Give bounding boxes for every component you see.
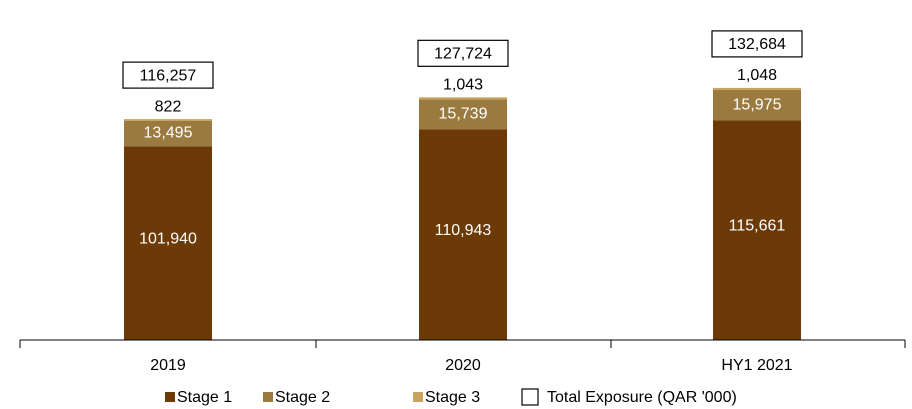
- bar-stage-1-2020: [419, 129, 507, 340]
- bar-stage-3-2020: [419, 97, 507, 100]
- total-label-2020: 127,724: [434, 46, 492, 63]
- x-axis: 2019 2020 HY1 2021: [19, 339, 906, 374]
- total-label-hy1-2021: 132,684: [728, 36, 786, 53]
- data-label-stage-2-hy1-2021: 15,975: [733, 96, 782, 113]
- data-label-stage-1-2019: 101,940: [139, 230, 197, 247]
- legend-swatch-stage-2: [263, 392, 273, 402]
- bar-stage-3-hy1-2021: [713, 87, 801, 90]
- data-label-stage-2-2020: 15,739: [439, 105, 488, 122]
- data-label-stage-2-2019: 13,495: [144, 125, 193, 142]
- bar-stage-2-2019: [124, 120, 212, 147]
- data-label-stage-3-hy1-2021: 1,048: [737, 67, 777, 84]
- bar-stage-3-2019: [124, 119, 212, 121]
- bar-stage-1-2019: [124, 146, 212, 340]
- legend-label-stage-2: Stage 2: [275, 389, 330, 406]
- data-label-stage-1-hy1-2021: 115,661: [729, 217, 786, 234]
- bar-stage-2-2020: [419, 99, 507, 130]
- bar-stage-2-hy1-2021: [713, 89, 801, 121]
- total-box-hy1-2021: [711, 30, 803, 58]
- legend-label-stage-1: Stage 1: [177, 389, 232, 406]
- plot-area: 101,940 13,495 822 116,257 110,943 15,739 1,04…: [122, 30, 803, 340]
- legend: Stage 1 Stage 2 Stage 3 Total Exposure (QAR…: [165, 388, 737, 406]
- x-tick-label-hy1-2021: HY1 2021: [721, 357, 792, 374]
- data-label-stage-3-2019: 822: [155, 98, 182, 115]
- x-tick-label-2019: 2019: [150, 357, 186, 374]
- total-label-2019: 116,257: [140, 67, 197, 84]
- legend-swatch-stage-3: [413, 392, 423, 402]
- data-label-stage-1-2020: 110,943: [435, 222, 492, 239]
- x-tick-label-2020: 2020: [445, 357, 481, 374]
- legend-swatch-stage-1: [165, 392, 175, 402]
- total-box-2019: [122, 61, 214, 89]
- bar-stage-1-hy1-2021: [713, 120, 801, 340]
- data-label-stage-3-2020: 1,043: [443, 77, 483, 94]
- legend-label-total-exposure-qar-000: Total Exposure (QAR '000): [547, 389, 737, 406]
- total-box-2020: [417, 39, 509, 67]
- legend-swatch-total-exposure-qar-000: [521, 388, 539, 406]
- legend-label-stage-3: Stage 3: [425, 389, 480, 406]
